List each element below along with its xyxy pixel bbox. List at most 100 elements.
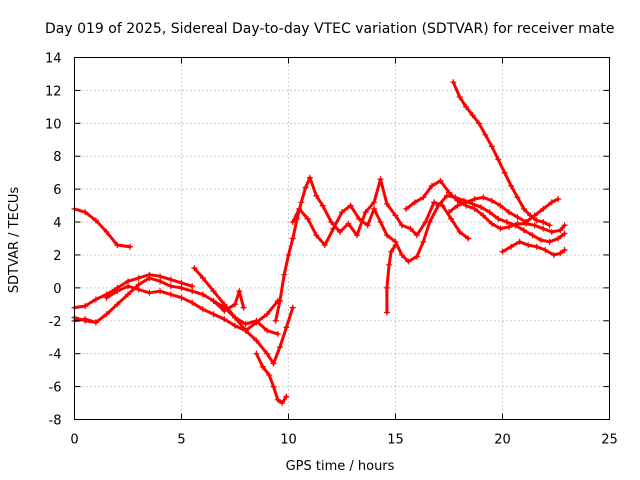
data-point [482,131,489,138]
data-point [125,291,131,298]
data-point [221,307,228,314]
data-point [505,209,512,216]
data-point [270,360,277,367]
data-point [336,228,343,235]
data-point [548,228,555,235]
series-track-13 [446,194,562,226]
data-point [377,219,384,226]
data-point [540,225,547,232]
data-point [189,288,196,295]
data-point [114,242,121,249]
data-point [546,238,553,245]
data-point [371,205,378,212]
data-point [480,212,487,219]
data-point [561,230,568,237]
data-point [298,199,305,206]
y-tick-label: -4 [49,348,62,363]
data-point [388,248,395,255]
data-point [497,202,504,209]
y-tick-label: 12 [45,84,62,99]
data-point [386,261,393,268]
series-line [192,266,295,366]
data-point [465,235,472,242]
data-point [304,215,311,222]
x-tick-label: 0 [70,433,78,448]
y-tick-label: 4 [53,216,61,231]
y-tick-label: 8 [53,150,61,165]
data-point [82,302,89,309]
data-point [501,169,508,176]
data-point [383,284,390,291]
data-point [103,294,110,301]
data-point [232,314,238,321]
data-point [199,291,206,298]
data-point [253,337,260,344]
data-point [289,219,296,226]
data-point [240,304,247,311]
data-point [420,238,427,245]
data-point [469,112,476,119]
y-axis-label: SDTVAR / TECUs [7,187,22,294]
data-point [426,219,433,226]
data-point [383,309,390,316]
data-point [264,311,271,318]
data-point [189,299,196,306]
data-point [533,217,540,224]
y-tick-label: 10 [45,117,62,132]
data-point [157,288,164,295]
data-point [398,222,405,229]
data-point [443,192,450,199]
data-point [405,258,412,265]
data-point [411,199,418,206]
data-point [555,196,562,203]
data-point [550,251,557,258]
data-point [114,288,121,295]
data-point [167,291,174,298]
y-tick-label: 6 [53,183,61,198]
data-point [531,222,538,229]
y-tick-label: -6 [49,381,62,396]
data-point [371,199,378,206]
data-point [210,298,217,305]
data-point [446,189,452,196]
data-point [520,205,527,212]
data-point [508,182,515,189]
data-point [347,202,354,209]
data-point [469,200,476,207]
series-line [274,176,470,323]
data-point [264,327,271,334]
series-line [385,243,397,314]
data-point [272,317,279,324]
data-point [463,199,470,206]
series-line [447,195,560,224]
data-point [274,330,281,337]
x-axis-label: GPS time / hours [286,459,395,474]
data-point [191,265,198,272]
data-point [454,202,461,209]
data-point [542,247,549,254]
data-point [281,271,288,278]
data-point [480,194,487,201]
data-point [413,232,420,239]
data-point [413,253,420,260]
series-track-9 [272,174,472,324]
data-point [253,319,260,326]
data-point [279,400,286,407]
y-tick-label: 2 [53,249,61,264]
data-point [114,301,121,308]
data-point [514,194,521,201]
y-tick-label: -2 [49,315,62,330]
series-track-12 [403,177,568,235]
data-point [345,220,352,227]
data-point [264,350,271,357]
data-point [232,301,238,308]
data-point [431,199,438,206]
series-track-1 [71,205,134,250]
series-track-8 [253,350,290,407]
data-point [221,301,228,308]
data-point [82,316,89,323]
series-line [212,289,246,313]
data-point [274,396,281,403]
series-track-11 [383,242,399,316]
data-point [548,199,555,206]
